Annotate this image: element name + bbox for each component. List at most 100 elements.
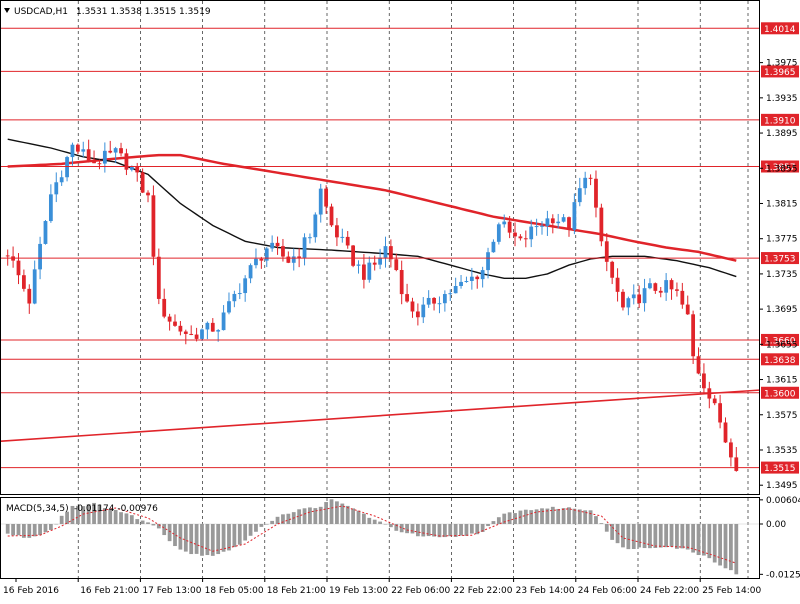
- macd-header: MACD(5,34,5) -0.01174 -0.00976: [6, 504, 158, 514]
- candlestick: [577, 177, 582, 207]
- y-tick-label: 1.3975: [766, 59, 798, 69]
- symbol-header[interactable]: USDCAD,H1 1.3531 1.3538 1.3515 1.3519: [4, 7, 211, 17]
- candle-body: [415, 311, 420, 318]
- candle-body: [491, 241, 496, 253]
- x-tick-label: 22 Feb 06:00: [391, 586, 450, 596]
- macd-histogram-bar: [275, 516, 280, 524]
- x-tick-label: 18 Feb 05:00: [205, 586, 264, 596]
- macd-histogram-bar: [54, 523, 59, 525]
- y-tick-label: 1.3815: [766, 199, 798, 209]
- candle-body: [59, 177, 64, 183]
- candlestick: [43, 220, 48, 245]
- macd-histogram-bar: [16, 524, 21, 536]
- candle-body: [399, 270, 404, 295]
- candle-body: [394, 259, 399, 271]
- macd-histogram-bar: [367, 517, 372, 524]
- price-level-label: 1.3753: [764, 255, 796, 265]
- candle-body: [486, 252, 490, 271]
- candle-body: [275, 242, 280, 247]
- macd-histogram-bar: [32, 524, 37, 537]
- candlestick: [108, 140, 113, 154]
- candlestick: [491, 239, 496, 253]
- macd-histogram-bar: [140, 520, 145, 524]
- macd-histogram-bar: [151, 524, 156, 526]
- macd-histogram-bar: [324, 502, 329, 524]
- candlestick: [22, 269, 26, 292]
- candle-body: [81, 149, 86, 152]
- candlestick: [248, 263, 253, 284]
- candle-body: [534, 226, 539, 228]
- candle-body: [324, 188, 329, 207]
- candlestick: [426, 290, 431, 308]
- candlestick: [648, 278, 652, 290]
- candlestick: [183, 329, 188, 345]
- y-tick-label: 1.3695: [766, 305, 798, 315]
- candlestick: [507, 215, 512, 239]
- y-tick-label: 1.3935: [766, 94, 798, 104]
- candlestick: [399, 260, 404, 305]
- candle-body: [237, 293, 242, 295]
- candlestick: [324, 185, 329, 214]
- candle-body: [432, 297, 436, 304]
- candle-body: [329, 206, 334, 226]
- macd-histogram-bar: [583, 510, 588, 524]
- candlestick: [653, 282, 658, 294]
- x-tick-label: 18 Feb 21:00: [267, 586, 326, 596]
- macd-histogram-bar: [313, 508, 318, 524]
- candlestick: [264, 246, 269, 268]
- macd-histogram-bar: [421, 524, 426, 537]
- macd-histogram-bar: [615, 524, 620, 544]
- candle-body: [367, 262, 372, 280]
- macd-histogram-bar: [664, 524, 669, 548]
- macd-histogram-bar: [567, 507, 571, 524]
- trendline[interactable]: [0, 389, 760, 442]
- candlestick: [367, 256, 372, 283]
- candle-body: [372, 262, 377, 265]
- macd-histogram-bar: [394, 524, 399, 531]
- candlestick: [626, 296, 631, 316]
- candlestick: [356, 260, 361, 274]
- candlestick: [81, 141, 86, 158]
- macd-histogram-bar: [507, 512, 512, 524]
- macd-histogram-bar: [631, 524, 636, 549]
- macd-label: MACD(5,34,5): [6, 504, 69, 514]
- candle-body: [297, 256, 302, 258]
- candlestick: [513, 222, 517, 247]
- macd-histogram-bar: [653, 524, 658, 548]
- candlestick: [432, 297, 436, 311]
- macd-histogram-bar: [286, 513, 291, 524]
- macd-histogram-bar: [529, 510, 534, 524]
- price-level-tag: [761, 461, 799, 474]
- candlestick: [437, 296, 442, 314]
- candle-body: [156, 256, 161, 299]
- candlestick: [572, 193, 577, 235]
- candle-body: [135, 166, 140, 173]
- candle-body: [210, 322, 215, 332]
- candlestick: [270, 235, 275, 252]
- macd-histogram-bar: [48, 524, 53, 530]
- candle-body: [162, 298, 167, 317]
- horizontal-levels[interactable]: 1.40141.39651.39101.38571.37531.36601.36…: [0, 22, 799, 474]
- candle-body: [712, 398, 717, 404]
- macd-histogram-bar: [259, 524, 264, 527]
- macd-histogram-bar: [378, 521, 382, 524]
- candle-body: [729, 442, 733, 458]
- macd-histogram-bar: [335, 501, 339, 524]
- candle-body: [653, 283, 658, 291]
- candle-body: [92, 160, 96, 164]
- candle-body: [345, 236, 350, 246]
- macd-histogram-bar: [43, 524, 48, 533]
- candlestick: [658, 286, 663, 298]
- candlestick: [351, 244, 355, 268]
- candlestick: [637, 285, 642, 308]
- macd-histogram-bar: [685, 524, 690, 550]
- x-tick-label: 25 Feb 14:00: [702, 586, 761, 596]
- macd-histogram-bar: [637, 524, 642, 548]
- candle-body: [615, 277, 620, 292]
- candlestick: [529, 219, 534, 248]
- macd-histogram-bar: [124, 513, 129, 524]
- candlestick: [421, 297, 426, 324]
- dropdown-arrow-icon[interactable]: [4, 8, 10, 13]
